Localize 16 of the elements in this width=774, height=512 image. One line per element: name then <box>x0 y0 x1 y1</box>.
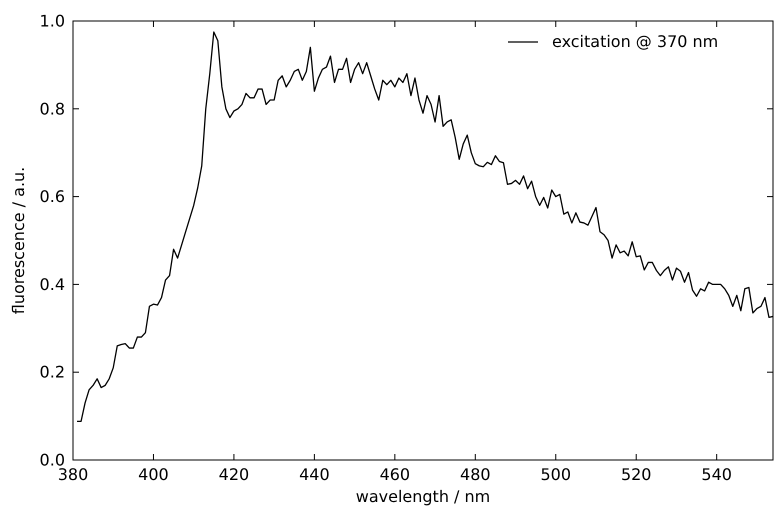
x-tick-label: 540 <box>701 465 732 484</box>
x-tick-label: 520 <box>620 465 652 484</box>
y-tick-label: 0.6 <box>40 187 65 206</box>
y-axis-title: fluorescence / a.u. <box>9 166 28 314</box>
x-tick-label: 400 <box>138 465 169 484</box>
x-tick-label: 480 <box>460 465 491 484</box>
x-tick-label: 460 <box>380 465 410 484</box>
y-tick-label: 1.0 <box>40 12 65 30</box>
x-tick-label: 440 <box>299 465 330 484</box>
x-tick-label: 500 <box>540 465 572 484</box>
y-tick-label: 0.2 <box>40 362 65 382</box>
y-tick-label: 0.4 <box>40 274 65 294</box>
legend-label: excitation @ 370 nm <box>552 32 718 51</box>
x-axis-title: wavelength / nm <box>356 487 490 506</box>
x-tick-label: 420 <box>218 465 250 484</box>
y-tick-label: 0.8 <box>40 99 65 118</box>
